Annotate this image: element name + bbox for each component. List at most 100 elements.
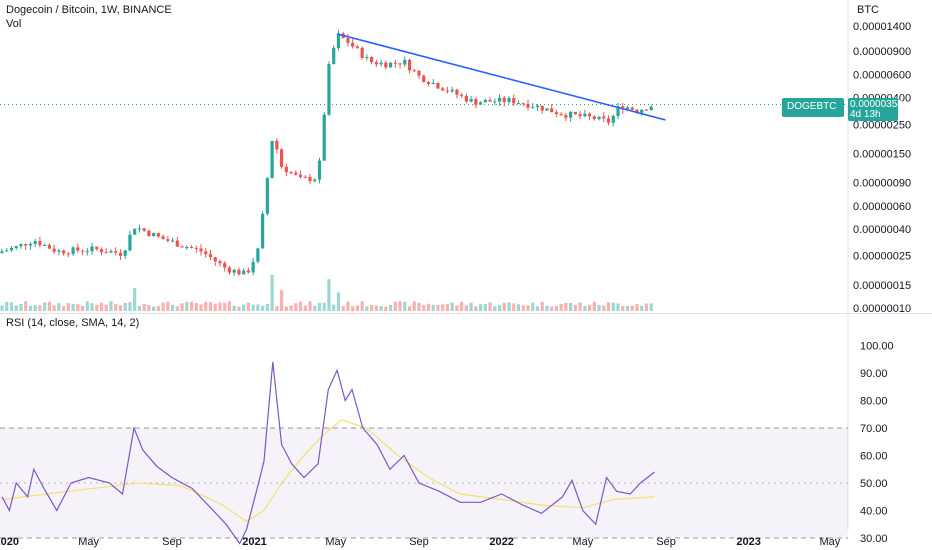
volume-bar	[156, 306, 160, 311]
volume-bar	[630, 305, 634, 311]
volume-bar	[270, 274, 274, 311]
volume-bar	[9, 302, 14, 311]
volume-bar	[170, 304, 175, 311]
candle-body	[137, 228, 142, 230]
candle-body	[649, 106, 653, 111]
volume-bar	[365, 306, 369, 311]
candle-body	[531, 107, 535, 109]
volume-bar	[550, 306, 554, 311]
volume-bar	[531, 302, 535, 311]
candle-body	[455, 89, 459, 95]
rsi-tick-label: 100.00	[860, 341, 894, 353]
candle-body	[166, 239, 170, 241]
candle-body	[327, 64, 331, 115]
candle-body	[412, 70, 416, 72]
candle-body	[232, 269, 236, 273]
volume-bar	[488, 302, 492, 311]
volume-bar	[602, 305, 606, 311]
price-tick-label: 0.00000025	[853, 251, 911, 263]
candle-body	[474, 99, 478, 105]
volume-bar	[417, 302, 421, 311]
candlesticks	[0, 30, 653, 276]
volume-bar	[431, 304, 435, 311]
rsi-tick-label: 90.00	[860, 368, 888, 380]
candle-body	[284, 166, 288, 173]
candle-body	[38, 241, 42, 246]
volume-bar	[322, 302, 326, 311]
candle-body	[640, 109, 644, 113]
volume-bar	[223, 302, 227, 311]
candle-body	[587, 113, 592, 117]
candle-body	[606, 118, 611, 123]
volume-bar	[616, 303, 620, 311]
volume-bar	[313, 305, 317, 311]
candle-body	[497, 97, 502, 102]
volume-bar	[204, 301, 208, 311]
volume-bar	[374, 305, 378, 311]
volume-bar	[606, 302, 611, 311]
volume-bar	[256, 304, 260, 311]
rsi-tick-label: 70.00	[860, 423, 888, 435]
time-tick-label: May	[325, 536, 346, 548]
price-tick-label: 0.00000600	[853, 69, 911, 81]
candle-body	[365, 57, 369, 59]
volume-bar	[526, 305, 530, 311]
candle-body	[550, 108, 554, 113]
volume-bar	[332, 304, 336, 311]
volume-bar	[303, 305, 307, 311]
volume-bar	[422, 304, 426, 311]
candle-body	[635, 109, 639, 113]
time-tick-label: May	[572, 536, 593, 548]
candle-body	[554, 112, 559, 115]
price-axis-unit: BTC	[857, 4, 879, 16]
candle-body	[99, 249, 104, 253]
volume-bar	[497, 305, 502, 311]
candle-body	[630, 107, 634, 110]
price-tick-label: 0.00000150	[853, 148, 911, 160]
volume-bar	[118, 305, 123, 311]
candle-body	[332, 47, 336, 65]
candle-body	[95, 246, 99, 250]
volume-bar	[360, 301, 364, 311]
candle-body	[384, 62, 388, 68]
time-tick-label: 2022	[489, 536, 513, 548]
price-badge-value: 0.00000354	[850, 99, 903, 110]
candle-body	[175, 240, 179, 247]
volume-bar	[516, 304, 521, 311]
candle-body	[469, 99, 473, 102]
candle-body	[218, 261, 222, 264]
volume-bar	[502, 302, 506, 311]
volume-bar	[80, 305, 85, 311]
volume-bar	[512, 303, 516, 311]
candle-body	[479, 102, 483, 105]
volume-bar	[66, 303, 70, 311]
trendline[interactable]	[336, 33, 666, 121]
volume-bar	[540, 301, 544, 311]
volume-bar	[104, 304, 108, 311]
volume-bar	[412, 301, 416, 311]
price-badge-countdown: 4d 13h	[850, 109, 881, 120]
volume-bar	[583, 305, 587, 311]
candle-body	[431, 83, 435, 85]
candle-body	[545, 108, 549, 111]
candle-body	[185, 246, 189, 248]
volume-bar	[450, 302, 454, 311]
rsi-line	[1, 361, 655, 545]
volume-bar	[308, 301, 312, 311]
volume-bar	[90, 303, 94, 311]
candle-body	[436, 83, 440, 89]
rsi-tick-label: 40.00	[860, 506, 888, 518]
candle-body	[592, 116, 596, 120]
chart-title: Dogecoin / Bitcoin, 1W, BINANCE	[6, 4, 172, 16]
volume-bar	[208, 302, 213, 311]
volume-bar	[95, 304, 99, 311]
price-tick-label: 0.00000250	[853, 119, 911, 131]
candle-body	[370, 57, 374, 63]
volume-bar	[133, 288, 137, 311]
candle-body	[0, 251, 4, 254]
candle-body	[417, 70, 421, 76]
volume-bar	[152, 306, 156, 311]
volume-bar	[289, 305, 293, 311]
candle-body	[351, 42, 355, 47]
candle-body	[52, 248, 56, 252]
